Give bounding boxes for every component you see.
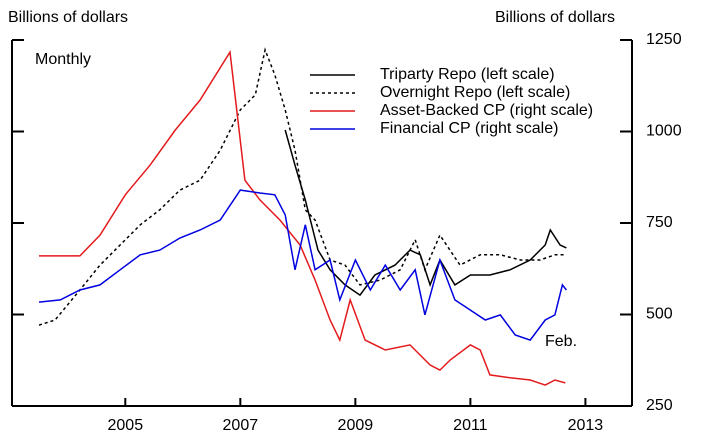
- y-tick-label: 250: [646, 397, 673, 414]
- x-tick-label: 2011: [453, 417, 488, 434]
- y-label-right: Billions of dollars: [495, 9, 615, 26]
- x-tick-label: 2009: [338, 417, 374, 434]
- annotation: Feb.: [545, 333, 577, 350]
- x-tick-label: 2007: [223, 417, 259, 434]
- y-tick-label: 1000: [646, 123, 682, 140]
- x-tick-label: 2005: [108, 417, 144, 434]
- x-tick-label: 2013: [568, 417, 604, 434]
- annotation: Monthly: [35, 51, 91, 68]
- series-line: [39, 49, 566, 386]
- legend-label: Financial CP (right scale): [380, 120, 558, 137]
- series-line: [38, 189, 567, 341]
- legend-label: Triparty Repo (left scale): [380, 66, 555, 83]
- legend-label: Overnight Repo (left scale): [380, 84, 570, 101]
- y-tick-label: 750: [646, 214, 673, 231]
- y-tick-label: 1250: [646, 31, 682, 48]
- y-tick-label: 500: [646, 306, 673, 323]
- series-line: [38, 47, 567, 326]
- series-line: [284, 129, 567, 297]
- legend-label: Asset-Backed CP (right scale): [380, 102, 593, 119]
- y-label-left: Billions of dollars: [8, 9, 128, 26]
